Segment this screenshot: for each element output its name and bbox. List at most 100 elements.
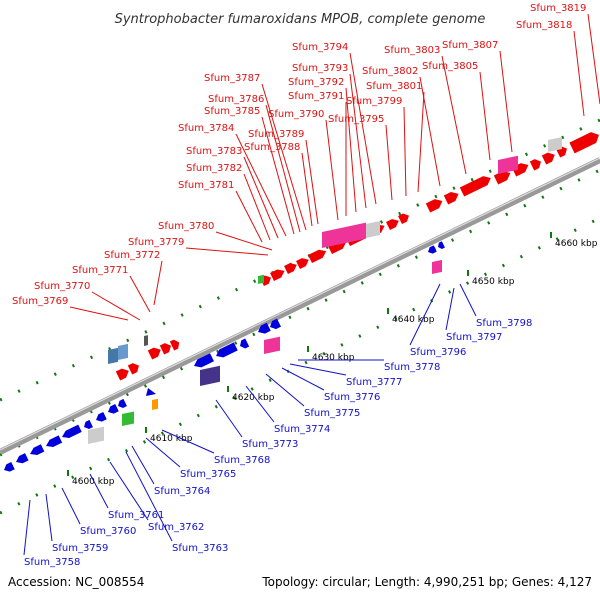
reverse-gene-label: Sfum_3797 [446, 332, 502, 343]
forward-gene-label: Sfum_3787 [204, 73, 260, 84]
trna-block [122, 411, 134, 427]
topology-label: Topology: circular; Length: 4,990,251 bp… [261, 575, 592, 589]
cds-reverse-arrow [146, 388, 156, 396]
rrna-block [322, 222, 366, 249]
reverse-gene-label: Sfum_3776 [324, 392, 380, 403]
cds-reverse-arrow [428, 245, 437, 254]
forward-label-line [499, 50, 513, 153]
forward-gene-label: Sfum_3782 [186, 163, 242, 174]
forward-label-line [301, 152, 313, 227]
cds-forward-arrow [569, 132, 599, 154]
reverse-label-line [215, 399, 243, 438]
reverse-gene-label: Sfum_3773 [242, 439, 298, 450]
forward-gene-label: Sfum_3783 [186, 146, 242, 157]
forward-gene-label: Sfum_3791 [288, 91, 344, 102]
misc-feature-block [200, 365, 220, 387]
cds-reverse-arrow [270, 318, 281, 330]
forward-label-line [261, 116, 295, 235]
forward-gene-labels: Sfum_3769 Sfum_3770 Sfum_3771 Sfum_3772 Sfum… [12, 3, 586, 307]
rrna-block [498, 155, 518, 175]
forward-gene-label: Sfum_3795 [328, 114, 384, 125]
forward-label-line [261, 83, 307, 231]
misc-feature-block [152, 398, 158, 411]
cds-forward-arrow [270, 269, 285, 282]
forward-gene-label: Sfum_3784 [178, 123, 234, 134]
forward-gene-label: Sfum_3770 [34, 281, 90, 292]
cds-reverse-arrow [258, 322, 271, 334]
forward-label-line [325, 119, 339, 221]
tick-row-inner-forward [0, 168, 600, 457]
cds-reverse-arrow [4, 462, 15, 472]
misc-feature-block [88, 426, 104, 445]
rrna-block [432, 259, 442, 275]
forward-gene-label: Sfum_3785 [204, 106, 260, 117]
misc-feature-block [548, 137, 562, 153]
forward-label-line [91, 291, 141, 321]
forward-label-line [385, 124, 393, 201]
forward-gene-label: Sfum_3801 [366, 81, 422, 92]
forward-label-line [185, 247, 269, 256]
forward-gene-label: Sfum_3779 [128, 237, 184, 248]
cds-forward-arrow [425, 199, 443, 213]
cds-reverse-arrow [194, 353, 214, 368]
reverse-gene-label: Sfum_3768 [214, 455, 270, 466]
kbp-tick-label: 4650 kbp [472, 277, 515, 287]
cds-forward-arrow [529, 159, 541, 171]
reverse-gene-label: Sfum_3758 [24, 557, 80, 568]
forward-gene-label: Sfum_3780 [158, 221, 214, 232]
reverse-label-line [125, 451, 173, 542]
reverse-gene-label: Sfum_3763 [172, 543, 228, 554]
reverse-gene-labels: Sfum_3758Sfum_3759Sfum_3760Sfum_3761Sfum… [24, 318, 532, 568]
forward-gene-label: Sfum_3793 [292, 63, 348, 74]
forward-gene-label: Sfum_3790 [268, 109, 324, 120]
cds-reverse-arrow [240, 338, 250, 349]
reverse-label-line [23, 499, 31, 556]
forward-label-line [349, 73, 367, 209]
reverse-label-line [289, 363, 347, 376]
forward-label-line [587, 13, 600, 105]
gene-features [4, 132, 599, 472]
reverse-label-line [445, 287, 455, 331]
forward-gene-label: Sfum_3819 [530, 3, 586, 14]
forward-gene-label: Sfum_3789 [248, 129, 304, 140]
cds-reverse-arrow [16, 453, 29, 464]
cds-forward-arrow [159, 343, 171, 355]
reverse-label-line [109, 461, 149, 521]
map-title: Syntrophobacter fumaroxidans MPOB, compl… [115, 12, 486, 27]
forward-label-line [235, 133, 287, 237]
kbp-tick-label: 4640 kbp [392, 315, 435, 325]
forward-gene-label: Sfum_3771 [72, 265, 128, 276]
reverse-label-line [281, 367, 325, 391]
reverse-gene-label: Sfum_3775 [304, 408, 360, 419]
forward-gene-label: Sfum_3794 [292, 42, 348, 53]
cds-forward-arrow [308, 249, 327, 264]
forward-gene-label: Sfum_3772 [104, 250, 160, 261]
forward-label-line [419, 76, 441, 187]
cds-forward-arrow [115, 368, 129, 381]
forward-gene-label: Sfum_3818 [516, 20, 572, 31]
forward-label-line [403, 106, 407, 197]
reverse-gene-label: Sfum_3798 [476, 318, 532, 329]
kbp-tick-label: 4620 kbp [232, 393, 275, 403]
genome-backbone-highlight [0, 157, 600, 451]
forward-gene-label: Sfum_3807 [442, 40, 498, 51]
misc-feature-block [108, 347, 118, 365]
forward-label-line [441, 55, 467, 175]
reverse-gene-label: Sfum_3778 [384, 362, 440, 373]
reverse-gene-label: Sfum_3761 [108, 510, 164, 521]
cds-reverse-arrow [84, 419, 93, 430]
reverse-gene-label: Sfum_3760 [80, 526, 136, 537]
forward-label-line [265, 104, 301, 233]
cds-forward-arrow [386, 219, 399, 231]
cds-reverse-arrow [30, 444, 45, 455]
cds-reverse-arrow [96, 412, 107, 422]
cds-forward-arrow [398, 213, 409, 225]
accession-label: Accession: NC_008554 [8, 575, 144, 589]
kbp-tick-label: 4630 kbp [312, 353, 355, 363]
forward-label-line [305, 139, 319, 225]
cds-reverse-arrow [62, 424, 82, 438]
forward-gene-label: Sfum_3799 [346, 96, 402, 107]
reverse-label-line [409, 283, 441, 346]
